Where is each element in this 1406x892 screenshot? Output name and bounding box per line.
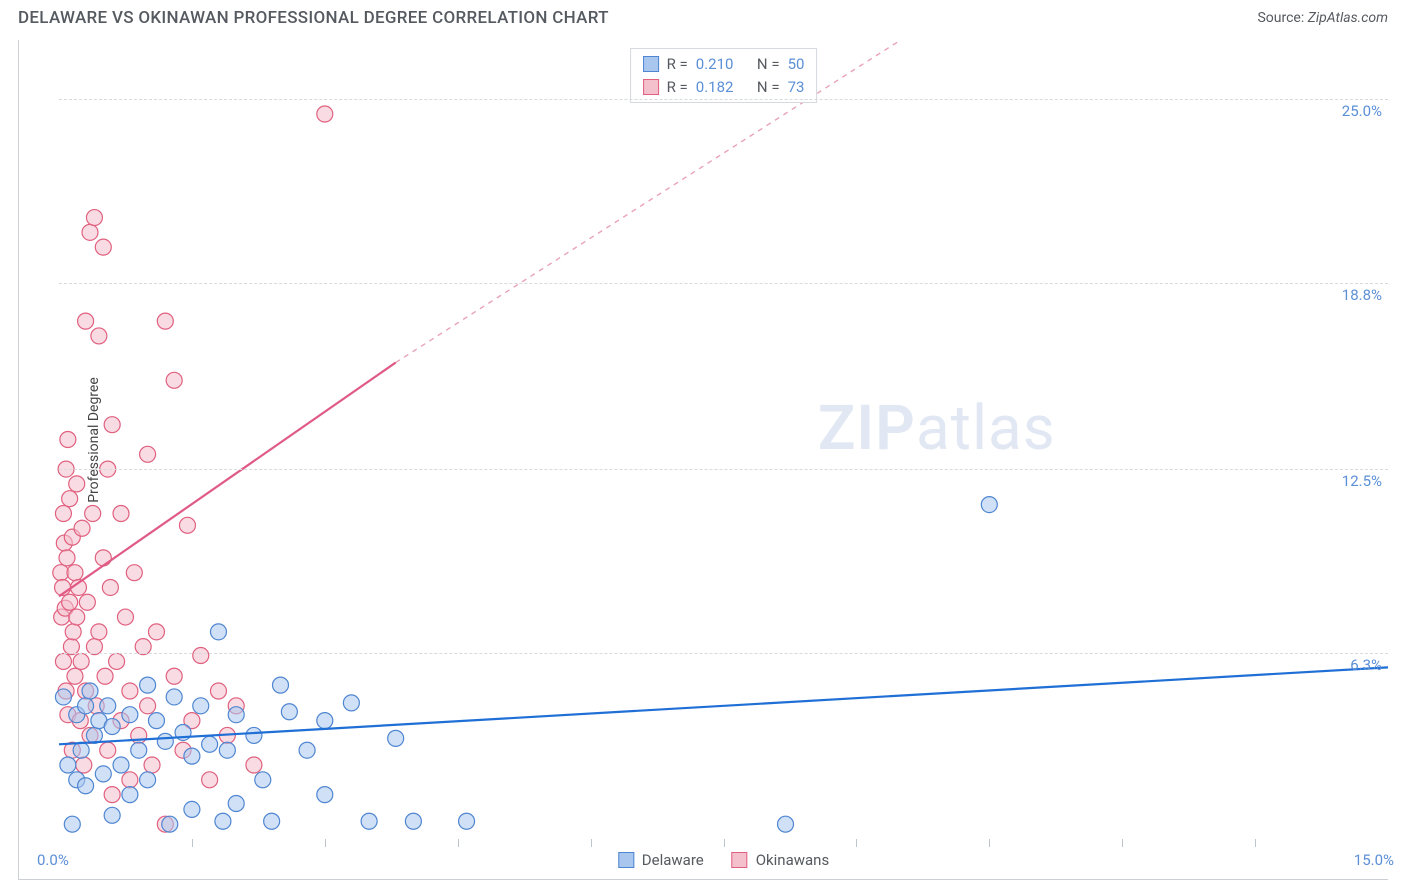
legend-item-delaware: Delaware [618,851,704,869]
legend-label-delaware: Delaware [642,851,704,869]
r-label: R = [667,76,688,99]
y-tick-label: 6.3% [1350,656,1382,674]
plot-area: ZIPatlas Professional Degree R = 0.210 N… [59,40,1388,839]
x-tick [856,839,857,847]
gridline-h [59,99,1388,100]
chart-title: DELAWARE VS OKINAWAN PROFESSIONAL DEGREE… [18,8,609,28]
y-tick-label: 18.8% [1342,286,1382,304]
x-axis-end-label: 15.0% [1354,851,1394,869]
x-axis-start-label: 0.0% [37,851,69,869]
source-name: ZipAtlas.com [1308,10,1388,26]
x-tick [1255,839,1256,847]
x-tick [591,839,592,847]
source-prefix: Source: [1257,10,1304,26]
x-tick [724,839,725,847]
swatch-okinawans-icon [643,79,659,95]
gridline-h [59,283,1388,284]
legend-label-okinawans: Okinawans [756,851,829,869]
swatch-delaware-icon [618,852,634,868]
chart-source: Source: ZipAtlas.com [1257,10,1388,26]
series-legend: Delaware Okinawans [618,851,829,869]
n-label: N = [757,53,780,76]
y-tick-label: 25.0% [1342,102,1382,120]
r-value-delaware: 0.210 [696,53,734,76]
legend-item-okinawans: Okinawans [732,851,829,869]
n-value-delaware: 50 [788,53,805,76]
x-tick [192,839,193,847]
chart-area: ZIPatlas Professional Degree R = 0.210 N… [18,40,1388,880]
swatch-delaware-icon [643,56,659,72]
x-tick [989,839,990,847]
r-label: R = [667,53,688,76]
gridline-h [59,653,1388,654]
stats-row-delaware: R = 0.210 N = 50 [643,53,805,76]
n-value-okinawans: 73 [788,76,805,99]
y-tick-label: 12.5% [1342,472,1382,490]
swatch-okinawans-icon [732,852,748,868]
stats-legend-box: R = 0.210 N = 50 R = 0.182 N = 73 [630,48,818,103]
stats-row-okinawans: R = 0.182 N = 73 [643,76,805,99]
r-value-okinawans: 0.182 [696,76,734,99]
y-axis-label: Professional Degree [86,377,102,503]
x-tick [325,839,326,847]
gridline-h [59,469,1388,470]
x-tick [1122,839,1123,847]
n-label: N = [757,76,780,99]
chart-header: DELAWARE VS OKINAWAN PROFESSIONAL DEGREE… [0,0,1406,32]
scatter-svg [59,40,1388,839]
x-tick [458,839,459,847]
